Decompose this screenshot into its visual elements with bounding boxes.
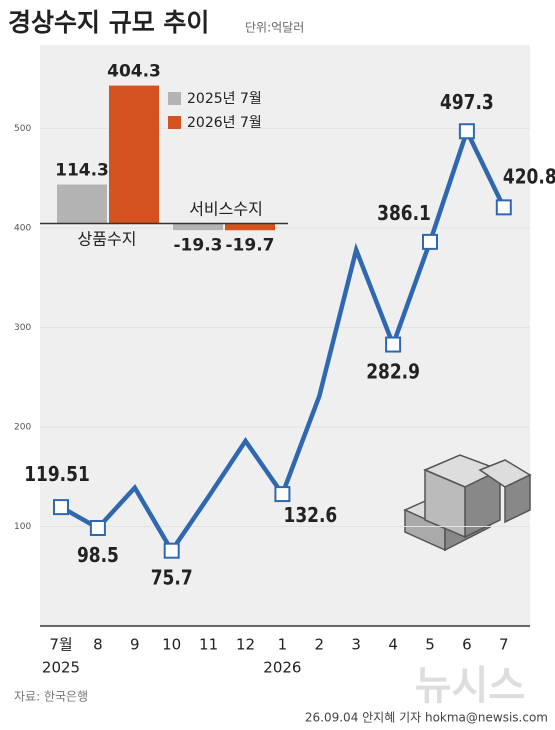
legend-swatch xyxy=(168,116,181,129)
x-tick-label: 7월 xyxy=(49,636,72,654)
data-label: 75.7 xyxy=(151,567,193,590)
x-tick-label: 3 xyxy=(351,636,361,654)
category-label: 서비스수지 xyxy=(189,200,263,219)
bar xyxy=(57,184,107,224)
data-label: 497.3 xyxy=(440,92,494,115)
marker xyxy=(458,123,475,140)
bar xyxy=(173,223,223,231)
x-tick-label: 11 xyxy=(199,636,218,654)
x-tick-label: 1 xyxy=(278,636,288,654)
watermark: 뉴시스 xyxy=(415,663,525,709)
x-tick-label: 6 xyxy=(462,636,472,654)
category-label: 상품수지 xyxy=(78,230,137,249)
chart-title: 경상수지 규모 추이 xyxy=(8,8,209,37)
data-label: 282.9 xyxy=(366,361,420,384)
marker xyxy=(495,199,512,216)
data-label: 119.51 xyxy=(24,464,90,487)
source: 자료: 한국은행 xyxy=(14,689,88,704)
legend-swatch xyxy=(168,92,181,105)
y-tick-label: 500 xyxy=(14,124,31,134)
x-tick-label: 9 xyxy=(130,636,140,654)
data-label: 386.1 xyxy=(377,203,431,226)
x-tick-label: 7 xyxy=(499,636,509,654)
year-label: 2026 xyxy=(263,659,301,677)
year-label: 2025 xyxy=(42,659,80,677)
x-tick-label: 5 xyxy=(425,636,435,654)
x-tick-label: 10 xyxy=(162,636,181,654)
marker xyxy=(274,486,291,503)
legend-label: 2025년 7월 xyxy=(187,91,262,107)
marker xyxy=(385,336,402,353)
bar xyxy=(225,223,275,231)
data-label: -19.7 xyxy=(226,236,275,256)
y-tick-label: 400 xyxy=(14,224,31,234)
y-tick-label: 100 xyxy=(14,522,31,532)
x-tick-label: 2 xyxy=(315,636,325,654)
unit-label: 단위:억달러 xyxy=(245,21,304,35)
x-tick-label: 12 xyxy=(236,636,255,654)
data-label: -19.3 xyxy=(174,236,223,256)
data-label: 404.3 xyxy=(107,62,161,82)
bar xyxy=(109,85,159,224)
legend-label: 2026년 7월 xyxy=(187,115,262,131)
marker xyxy=(53,499,69,516)
marker xyxy=(163,542,180,559)
credit: 26.09.04 안지혜 기자 hokma@newsis.com xyxy=(305,711,548,725)
marker xyxy=(422,233,438,250)
data-label: 98.5 xyxy=(77,545,119,568)
y-tick-label: 300 xyxy=(14,323,31,333)
marker xyxy=(89,520,106,537)
money-icon xyxy=(403,454,532,552)
x-tick-label: 8 xyxy=(93,636,103,654)
data-label: 114.3 xyxy=(55,161,109,181)
data-label: 132.6 xyxy=(284,505,338,528)
y-tick-label: 200 xyxy=(14,423,31,433)
data-label: 420.8 xyxy=(503,166,555,189)
x-tick-label: 4 xyxy=(388,636,398,654)
